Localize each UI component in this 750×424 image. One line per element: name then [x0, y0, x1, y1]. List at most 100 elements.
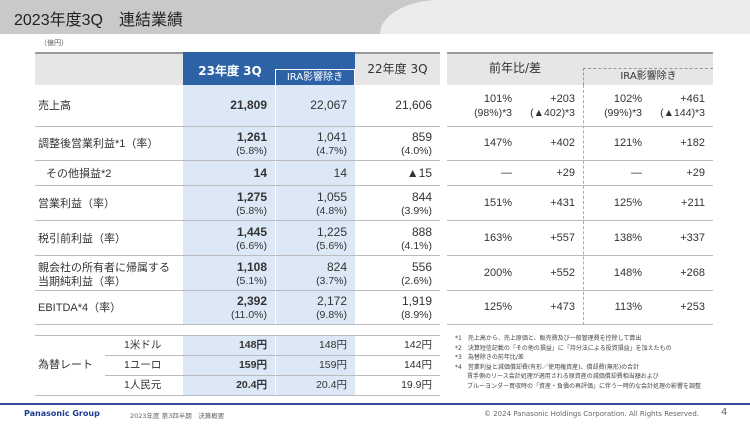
value-i-rate: (4.7%) — [316, 145, 347, 157]
value-z1: 148% — [613, 266, 642, 279]
value-c: 1,275 — [236, 189, 267, 204]
value-y2: +552 — [550, 266, 575, 279]
brand-logo: Panasonic Group — [24, 409, 100, 418]
highlight-cell — [183, 256, 355, 291]
highlight-cell — [183, 186, 355, 221]
fx-top-line — [35, 335, 440, 336]
row-divider — [105, 375, 440, 376]
value-p-rate: (8.9%) — [401, 309, 432, 321]
fx-value-p: 144円 — [403, 359, 432, 371]
unit-label: （億円） — [40, 39, 68, 47]
value-z1: 125% — [613, 196, 642, 209]
value-c: 1,261 — [236, 130, 267, 144]
fx-value-c: 20.4円 — [236, 379, 267, 391]
fx-value-c: 159円 — [238, 359, 267, 371]
value-y2: +402 — [550, 137, 575, 149]
value-c: 14 — [253, 165, 267, 180]
value-z1: 102% — [613, 93, 642, 105]
value-c: 21,809 — [230, 98, 267, 112]
column-divider — [275, 336, 276, 355]
footer-divider — [0, 403, 750, 405]
value-y2: +557 — [550, 231, 575, 244]
footnote: *1 売上高から、売上原価と、販売費及び一般管理費を控除して算出 — [455, 335, 642, 342]
row-divider — [35, 126, 440, 127]
value-i-rate: (5.6%) — [316, 239, 347, 252]
value-z2: +268 — [680, 266, 705, 279]
row-divider — [447, 255, 713, 256]
footnotes: *1 売上高から、売上原価と、販売費及び一般管理費を控除して算出 *2 決算短信記… — [455, 334, 701, 391]
value-y1: 125% — [483, 301, 512, 313]
fx-currency: 1人民元 — [124, 379, 162, 391]
fx-value-c: 148円 — [238, 339, 267, 351]
row-label: 調整後営業利益*1（率） — [38, 138, 159, 150]
value-z1-rate: (99%)*3 — [604, 107, 642, 119]
value-y2: +473 — [550, 301, 575, 313]
highlight-cell — [183, 336, 355, 355]
value-c-rate: (11.0%) — [231, 309, 267, 321]
highlight-cell — [183, 85, 355, 127]
highlight-cell — [183, 376, 355, 395]
value-i: 824 — [326, 259, 347, 274]
row-label: その他損益*2 — [46, 167, 112, 180]
header-yoy: 前年比/差 — [488, 61, 542, 75]
row-divider — [35, 255, 440, 256]
value-y1: 151% — [483, 196, 512, 209]
column-divider — [275, 161, 276, 186]
value-y1: 147% — [483, 137, 512, 149]
row-divider — [447, 290, 713, 291]
row-divider — [35, 185, 440, 186]
value-p-rate: (3.9%) — [401, 204, 432, 217]
row-label: EBITDA*4（率） — [38, 302, 122, 314]
highlight-cell — [183, 221, 355, 256]
column-divider — [275, 127, 276, 161]
footnote: 賃手側のリース会計処理が適用される原資産の減価償却費相当額および — [455, 373, 659, 380]
row-divider — [447, 220, 713, 221]
title-bar-accent — [380, 0, 750, 34]
header-current — [183, 52, 355, 85]
fx-currency: 1米ドル — [124, 339, 162, 351]
column-divider — [275, 291, 276, 325]
header-prior: 22年度 3Q — [355, 52, 440, 85]
value-y1: 163% — [483, 231, 512, 244]
value-p: 1,919 — [401, 294, 432, 308]
fx-value-i: 159円 — [318, 359, 347, 371]
value-z2: +461 — [680, 93, 705, 105]
footnote: *3 為替除きの前年比/差 — [455, 354, 524, 361]
value-c: 1,445 — [236, 224, 267, 239]
value-c-rate: (5.8%) — [236, 145, 267, 157]
value-p: 859 — [411, 130, 432, 144]
fx-value-p: 142円 — [403, 339, 432, 351]
row-label: 営業利益（率） — [38, 197, 115, 210]
column-divider — [275, 256, 276, 291]
copyright: © 2024 Panasonic Holdings Corporation. A… — [484, 410, 700, 418]
value-z2: +253 — [680, 301, 705, 313]
row-divider — [447, 324, 713, 325]
highlight-cell — [183, 291, 355, 325]
header-ira: IRA影響除き — [275, 69, 355, 85]
value-z2: +29 — [686, 166, 705, 179]
value-p-rate: (2.6%) — [401, 274, 432, 287]
value-y2-rate: (▲402)*3 — [530, 107, 575, 119]
fx-label: 為替レート — [38, 359, 93, 371]
value-z2: +337 — [680, 231, 705, 244]
value-p-rate: (4.1%) — [401, 239, 432, 252]
row-divider — [447, 160, 713, 161]
footnote: *4 営業利益と減価償却費(有形／使用権資産)、償却費(無形)の合計 — [455, 363, 640, 371]
footnote: *2 決算短信記載の「その他の損益」に「持分法による投資損益」を加えたもの — [455, 344, 672, 352]
highlight-cell — [183, 161, 355, 186]
value-i-rate: (4.8%) — [316, 204, 347, 217]
value-c-rate: (5.8%) — [236, 204, 267, 217]
row-divider — [35, 160, 440, 161]
fx-currency: 1ユーロ — [124, 359, 162, 371]
value-c: 1,108 — [236, 259, 267, 274]
value-y1-rate: (98%)*3 — [474, 107, 512, 119]
value-y1: 200% — [483, 266, 512, 279]
ira-divider — [583, 85, 584, 325]
row-divider — [105, 355, 440, 356]
value-i: 14 — [333, 165, 347, 180]
footnote: ブルーヨンダー買収時の「資産・負債の再評価」に伴う一時的な会計処理の影響を調整 — [455, 382, 702, 390]
fx-value-i: 20.4円 — [316, 379, 347, 391]
value-i-rate: (3.7%) — [316, 274, 347, 287]
value-p: 888 — [411, 224, 432, 239]
highlight-cell — [183, 127, 355, 161]
